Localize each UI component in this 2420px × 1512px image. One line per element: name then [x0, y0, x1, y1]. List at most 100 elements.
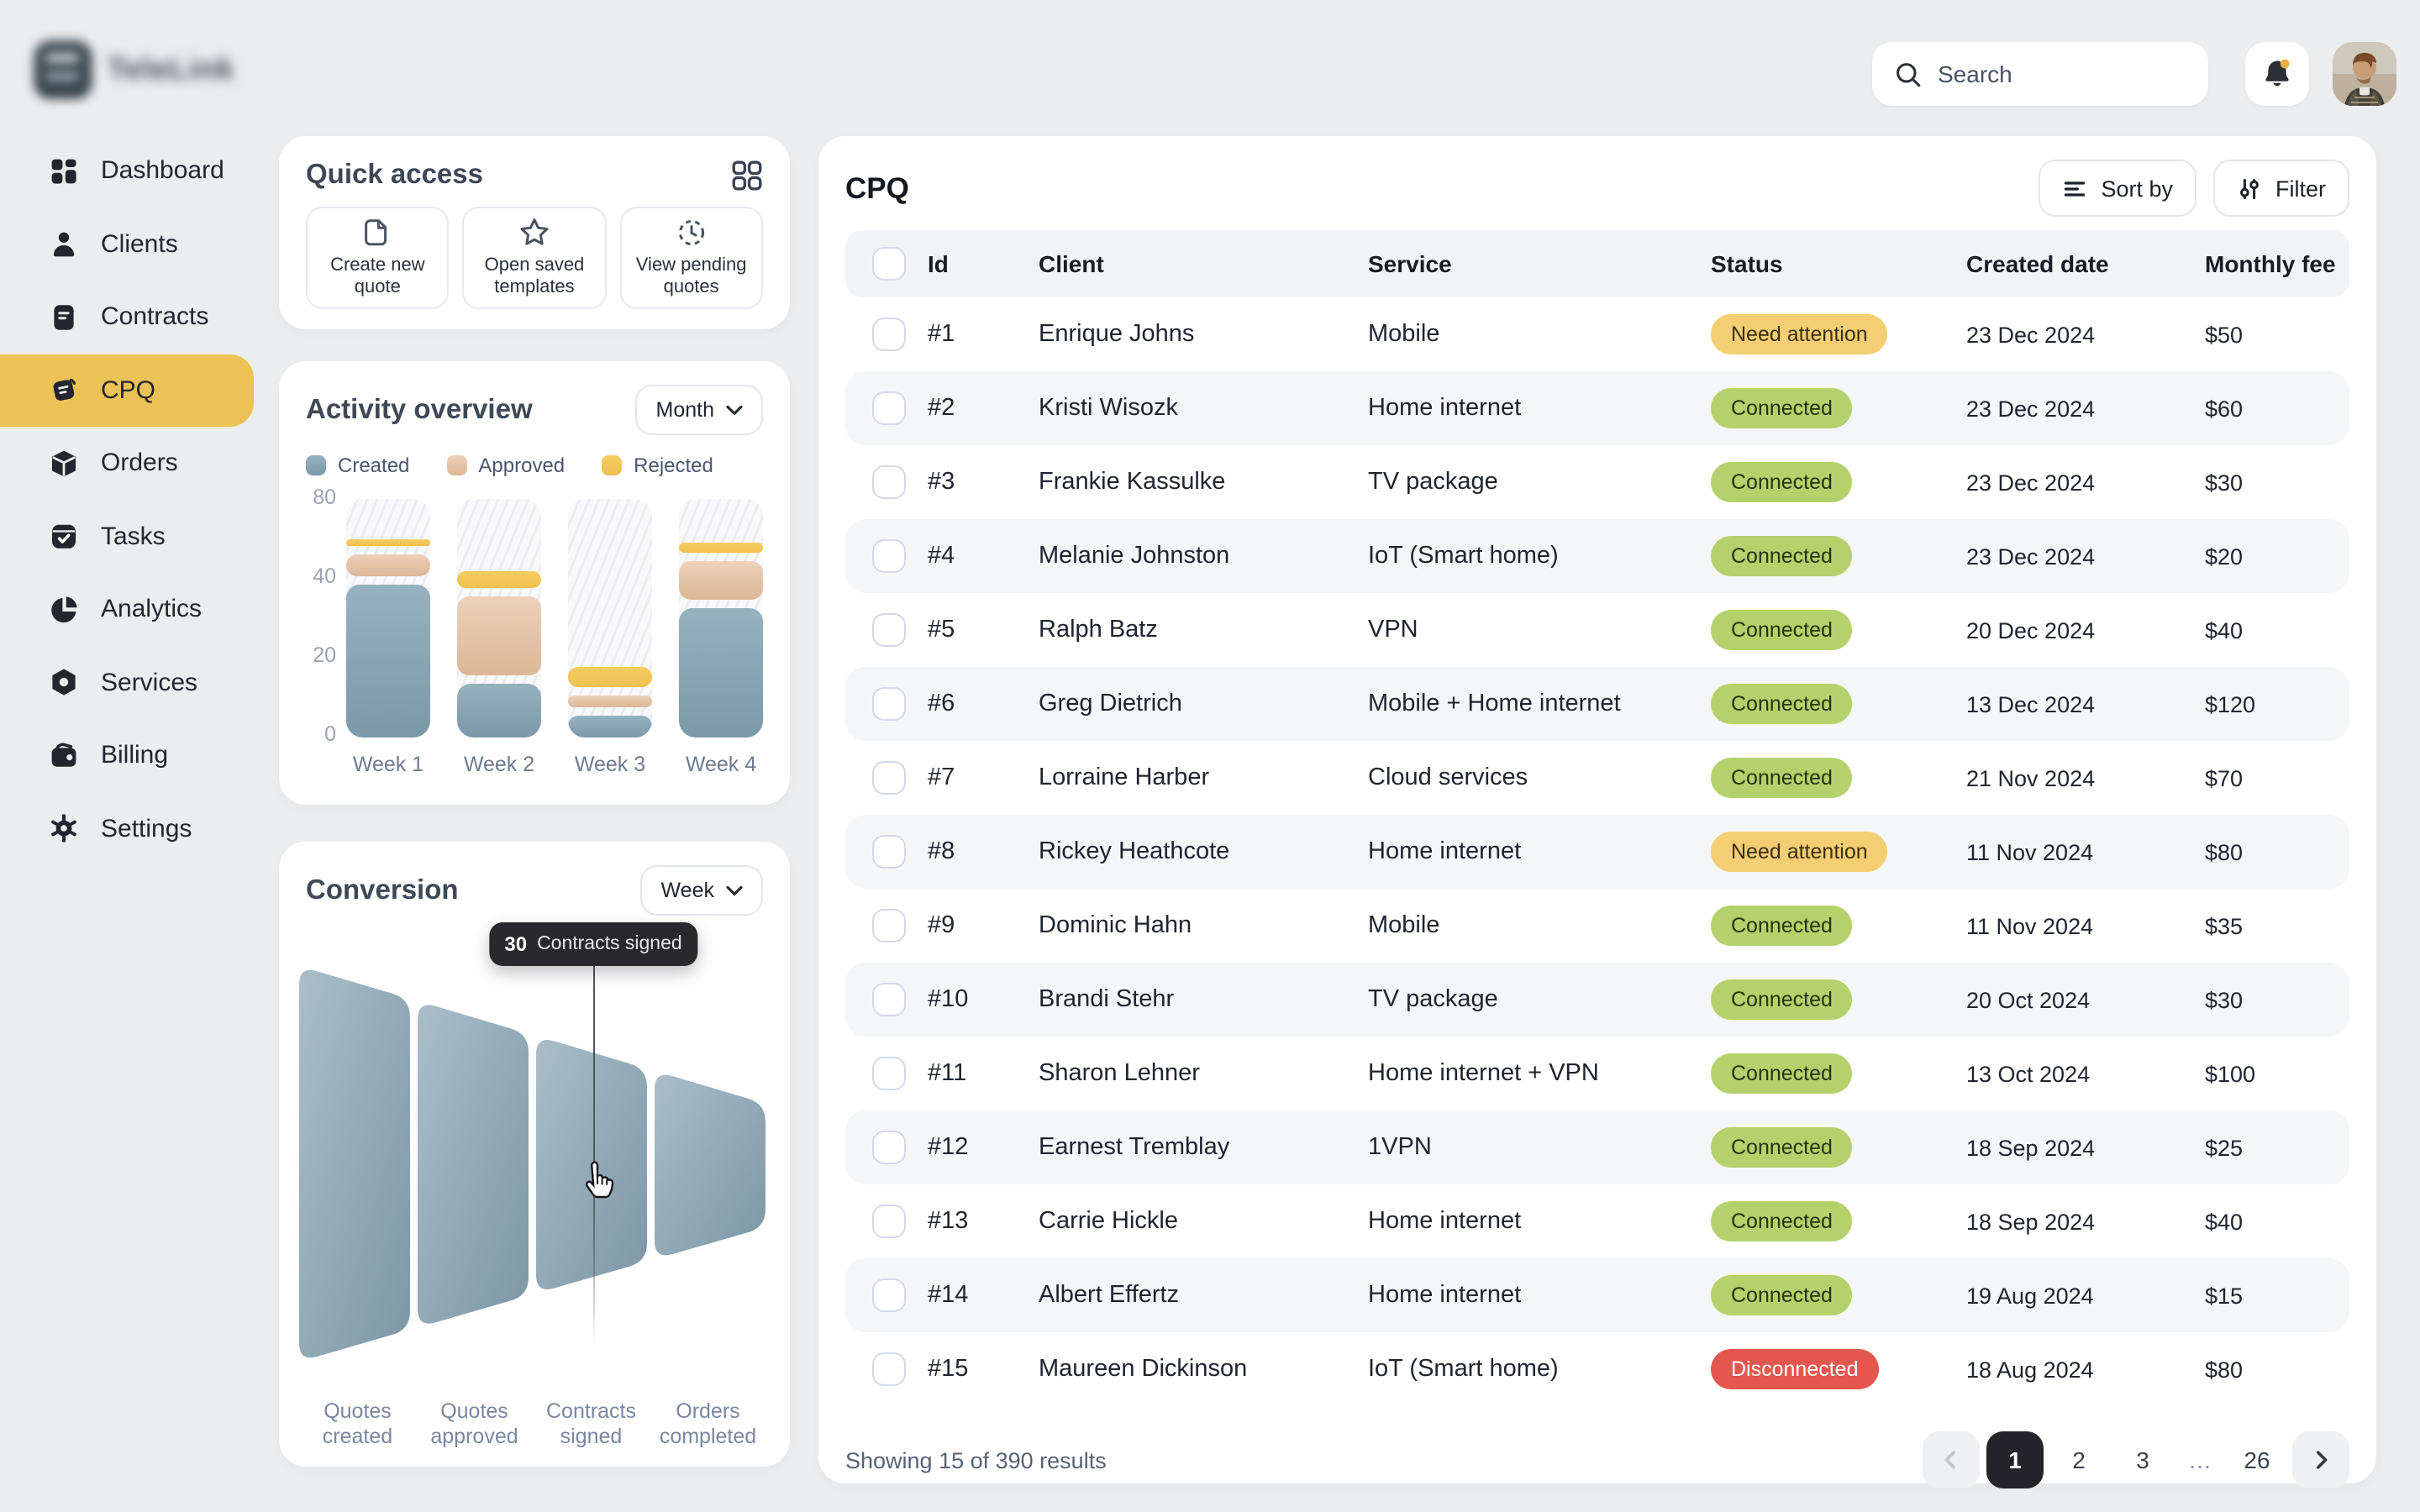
bar-segment-approved[interactable] — [346, 554, 430, 576]
cell-created-date: 13 Dec 2024 — [1966, 691, 2096, 717]
table-row[interactable]: #4 Melanie Johnston IoT (Smart home) Connec… — [845, 519, 2349, 593]
select-all-checkbox[interactable] — [872, 247, 906, 281]
table-row[interactable]: #14 Albert Effertz Home internet Connected 1… — [845, 1258, 2349, 1332]
row-checkbox[interactable] — [872, 465, 906, 499]
row-checkbox[interactable] — [872, 1205, 906, 1238]
funnel-stage-1[interactable] — [299, 969, 410, 1358]
table-row[interactable]: #9 Dominic Hahn Mobile Connected 11 Nov 2024… — [845, 889, 2349, 963]
search-input[interactable]: Search — [1872, 42, 2208, 106]
table-row[interactable]: #1 Enrique Johns Mobile Need attention 23 De… — [845, 297, 2349, 371]
activity-period-select[interactable]: Month — [635, 385, 763, 435]
table-row[interactable]: #8 Rickey Heathcote Home internet Need atte… — [845, 815, 2349, 889]
sidebar-item-settings[interactable]: Settings — [0, 792, 254, 865]
cell-created-date: 23 Dec 2024 — [1966, 396, 2096, 421]
row-checkbox[interactable] — [872, 1131, 906, 1164]
sidebar-item-label: Settings — [101, 814, 192, 843]
bar-segment-rejected[interactable] — [568, 667, 652, 687]
table-row[interactable]: #2 Kristi Wisozk Home internet Connected 23 … — [845, 371, 2349, 445]
page-button-26[interactable]: 26 — [2228, 1431, 2286, 1488]
cell-service: Mobile — [1368, 321, 1440, 348]
page-button-2[interactable]: 2 — [2050, 1431, 2107, 1488]
status-badge: Connected — [1711, 388, 1853, 428]
cell-id: #3 — [928, 469, 955, 496]
row-checkbox[interactable] — [872, 835, 906, 869]
table-row[interactable]: #10 Brandi Stehr TV package Connected 20 Oct… — [845, 963, 2349, 1037]
page-button-1[interactable]: 1 — [1986, 1431, 2044, 1488]
sidebar-item-analytics[interactable]: Analytics — [0, 573, 254, 646]
sidebar-item-cpq[interactable]: CPQ — [0, 354, 254, 427]
sidebar-item-billing[interactable]: Billing — [0, 719, 254, 792]
table-row[interactable]: #12 Earnest Tremblay 1VPN Connected 18 Sep 2… — [845, 1110, 2349, 1184]
row-checkbox[interactable] — [872, 983, 906, 1016]
row-checkbox[interactable] — [872, 318, 906, 351]
row-checkbox[interactable] — [872, 687, 906, 721]
cell-client: Carrie Hickle — [1039, 1208, 1178, 1235]
sidebar-item-tasks[interactable]: Tasks — [0, 500, 254, 573]
bar-segment-approved[interactable] — [679, 560, 763, 601]
row-checkbox[interactable] — [872, 909, 906, 942]
sidebar-item-dashboard[interactable]: Dashboard — [0, 134, 254, 207]
pagination-prev-button[interactable] — [1923, 1431, 1980, 1488]
file-icon — [361, 217, 393, 249]
row-checkbox[interactable] — [872, 539, 906, 573]
bar-segment-approved[interactable] — [568, 695, 652, 707]
conversion-period-select[interactable]: Week — [640, 865, 763, 916]
cell-created-date: 13 Oct 2024 — [1966, 1061, 2091, 1086]
clock-icon — [676, 217, 708, 249]
row-checkbox[interactable] — [872, 391, 906, 425]
bar-segment-created[interactable] — [568, 715, 652, 738]
sidebar-item-clients[interactable]: Clients — [0, 207, 254, 281]
table-row[interactable]: #5 Ralph Batz VPN Connected 20 Dec 2024 $40 — [845, 593, 2349, 667]
table-row[interactable]: #11 Sharon Lehner Home internet + VPN Conne… — [845, 1037, 2349, 1110]
create-new-quote-button[interactable]: Create new quote — [306, 207, 450, 309]
sidebar-item-orders[interactable]: Orders — [0, 427, 254, 500]
sort-by-button[interactable]: Sort by — [2039, 160, 2196, 217]
grid-icon[interactable] — [731, 160, 763, 192]
sidebar-item-contracts[interactable]: Contracts — [0, 281, 254, 354]
bar-segment-rejected[interactable] — [457, 570, 541, 589]
bar-segment-rejected[interactable] — [679, 543, 763, 553]
table-row[interactable]: #7 Lorraine Harber Cloud services Connected… — [845, 741, 2349, 815]
funnel-stage-label: Quotes created — [322, 1399, 393, 1448]
bar-segment-created[interactable] — [679, 608, 763, 738]
bar-segment-approved[interactable] — [457, 596, 541, 675]
avatar[interactable] — [2333, 42, 2396, 106]
cell-client: Maureen Dickinson — [1039, 1356, 1248, 1383]
row-checkbox[interactable] — [872, 613, 906, 647]
cell-created-date: 20 Dec 2024 — [1966, 617, 2096, 643]
sidebar-item-label: Orders — [101, 449, 178, 478]
pagination-next-button[interactable] — [2292, 1431, 2349, 1488]
open-saved-templates-button[interactable]: Open saved templates — [462, 207, 607, 309]
y-axis-tick: 20 — [313, 643, 336, 667]
status-badge: Connected — [1711, 906, 1853, 946]
cpq-icon — [49, 375, 79, 406]
bar-segment-created[interactable] — [457, 683, 541, 738]
page-button-3[interactable]: 3 — [2114, 1431, 2171, 1488]
row-checkbox[interactable] — [872, 1352, 906, 1386]
legend-item-approved: Approved — [446, 454, 565, 477]
table-row[interactable]: #13 Carrie Hickle Home internet Connected 18… — [845, 1184, 2349, 1258]
search-icon — [1894, 60, 1923, 88]
cell-monthly-fee: $120 — [2205, 691, 2256, 717]
row-checkbox[interactable] — [872, 761, 906, 795]
table-row[interactable]: #3 Frankie Kassulke TV package Connected 23 … — [845, 445, 2349, 519]
bar-segment-rejected[interactable] — [346, 539, 430, 547]
bar-segment-created[interactable] — [346, 585, 430, 738]
legend-swatch-icon — [602, 455, 623, 475]
notifications-button[interactable] — [2245, 42, 2309, 106]
view-pending-quotes-button[interactable]: View pending quotes — [619, 207, 763, 309]
filter-button[interactable]: Filter — [2213, 160, 2349, 217]
brand-logo: TeleLink — [34, 40, 234, 99]
sidebar-item-services[interactable]: Services — [0, 646, 254, 719]
table-body: #1 Enrique Johns Mobile Need attention 23 De… — [845, 297, 2349, 1406]
table-row[interactable]: #6 Greg Dietrich Mobile + Home internet Con… — [845, 667, 2349, 741]
table-row[interactable]: #15 Maureen Dickinson IoT (Smart home) Disc… — [845, 1332, 2349, 1406]
filter-label: Filter — [2275, 176, 2326, 201]
row-checkbox[interactable] — [872, 1278, 906, 1312]
y-axis-tick: 40 — [313, 564, 336, 588]
funnel-stage-4[interactable] — [655, 1074, 765, 1256]
row-checkbox[interactable] — [872, 1057, 906, 1090]
funnel-stage-2[interactable] — [418, 1005, 529, 1324]
cell-service: IoT (Smart home) — [1368, 543, 1559, 570]
cell-client: Kristi Wisozk — [1039, 395, 1178, 422]
